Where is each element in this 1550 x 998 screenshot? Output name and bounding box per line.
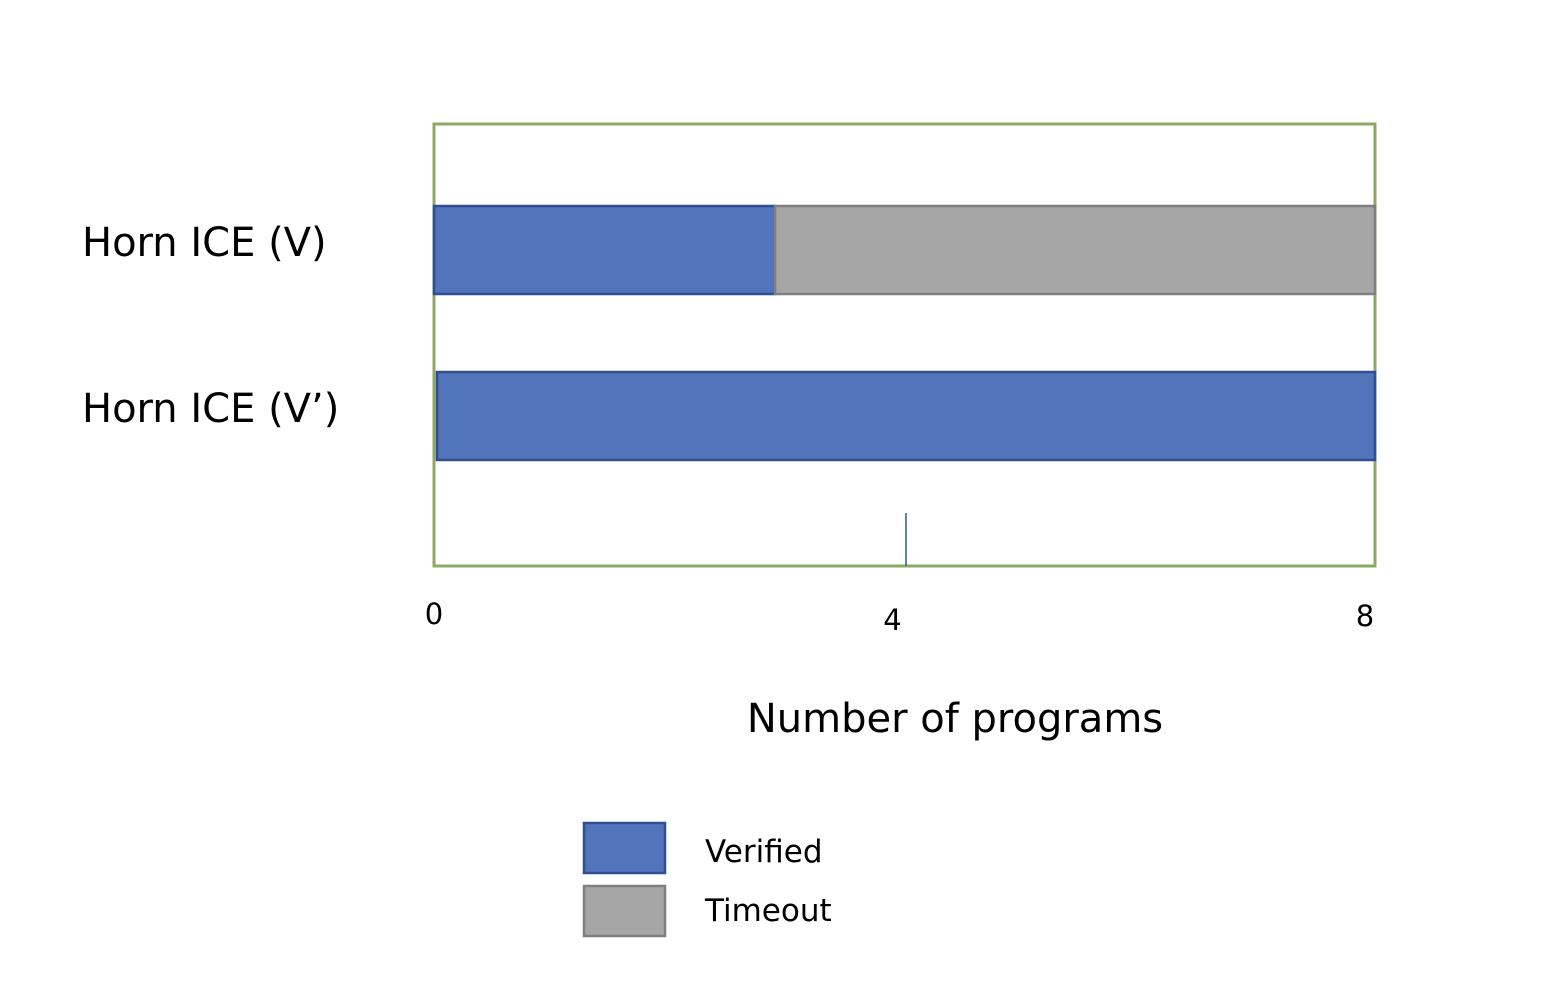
bars-layer	[432, 204, 1377, 462]
x-tick-label: 0	[425, 597, 443, 631]
bar-verified-1	[435, 370, 1377, 462]
category-label: Horn ICE (V’)	[82, 386, 339, 432]
category-labels: Horn ICE (V) Horn ICE (V’)	[82, 220, 339, 432]
category-label: Horn ICE (V)	[82, 220, 327, 266]
x-tick-label: 8	[1356, 599, 1374, 633]
legend: Verified Timeout	[582, 821, 832, 938]
legend-swatch-timeout	[582, 884, 667, 938]
legend-label-timeout: Timeout	[704, 893, 832, 929]
bar-verified-0	[432, 204, 777, 296]
x-axis-title: Number of programs	[747, 696, 1163, 742]
plot-frame	[432, 122, 1377, 568]
legend-label-verified: Verified	[705, 834, 823, 870]
bar-timeout-0	[773, 204, 1377, 296]
x-tick-labels: 0 4 8	[425, 597, 1374, 637]
x-tick-label: 4	[883, 603, 901, 637]
legend-swatch-verified	[582, 821, 667, 875]
